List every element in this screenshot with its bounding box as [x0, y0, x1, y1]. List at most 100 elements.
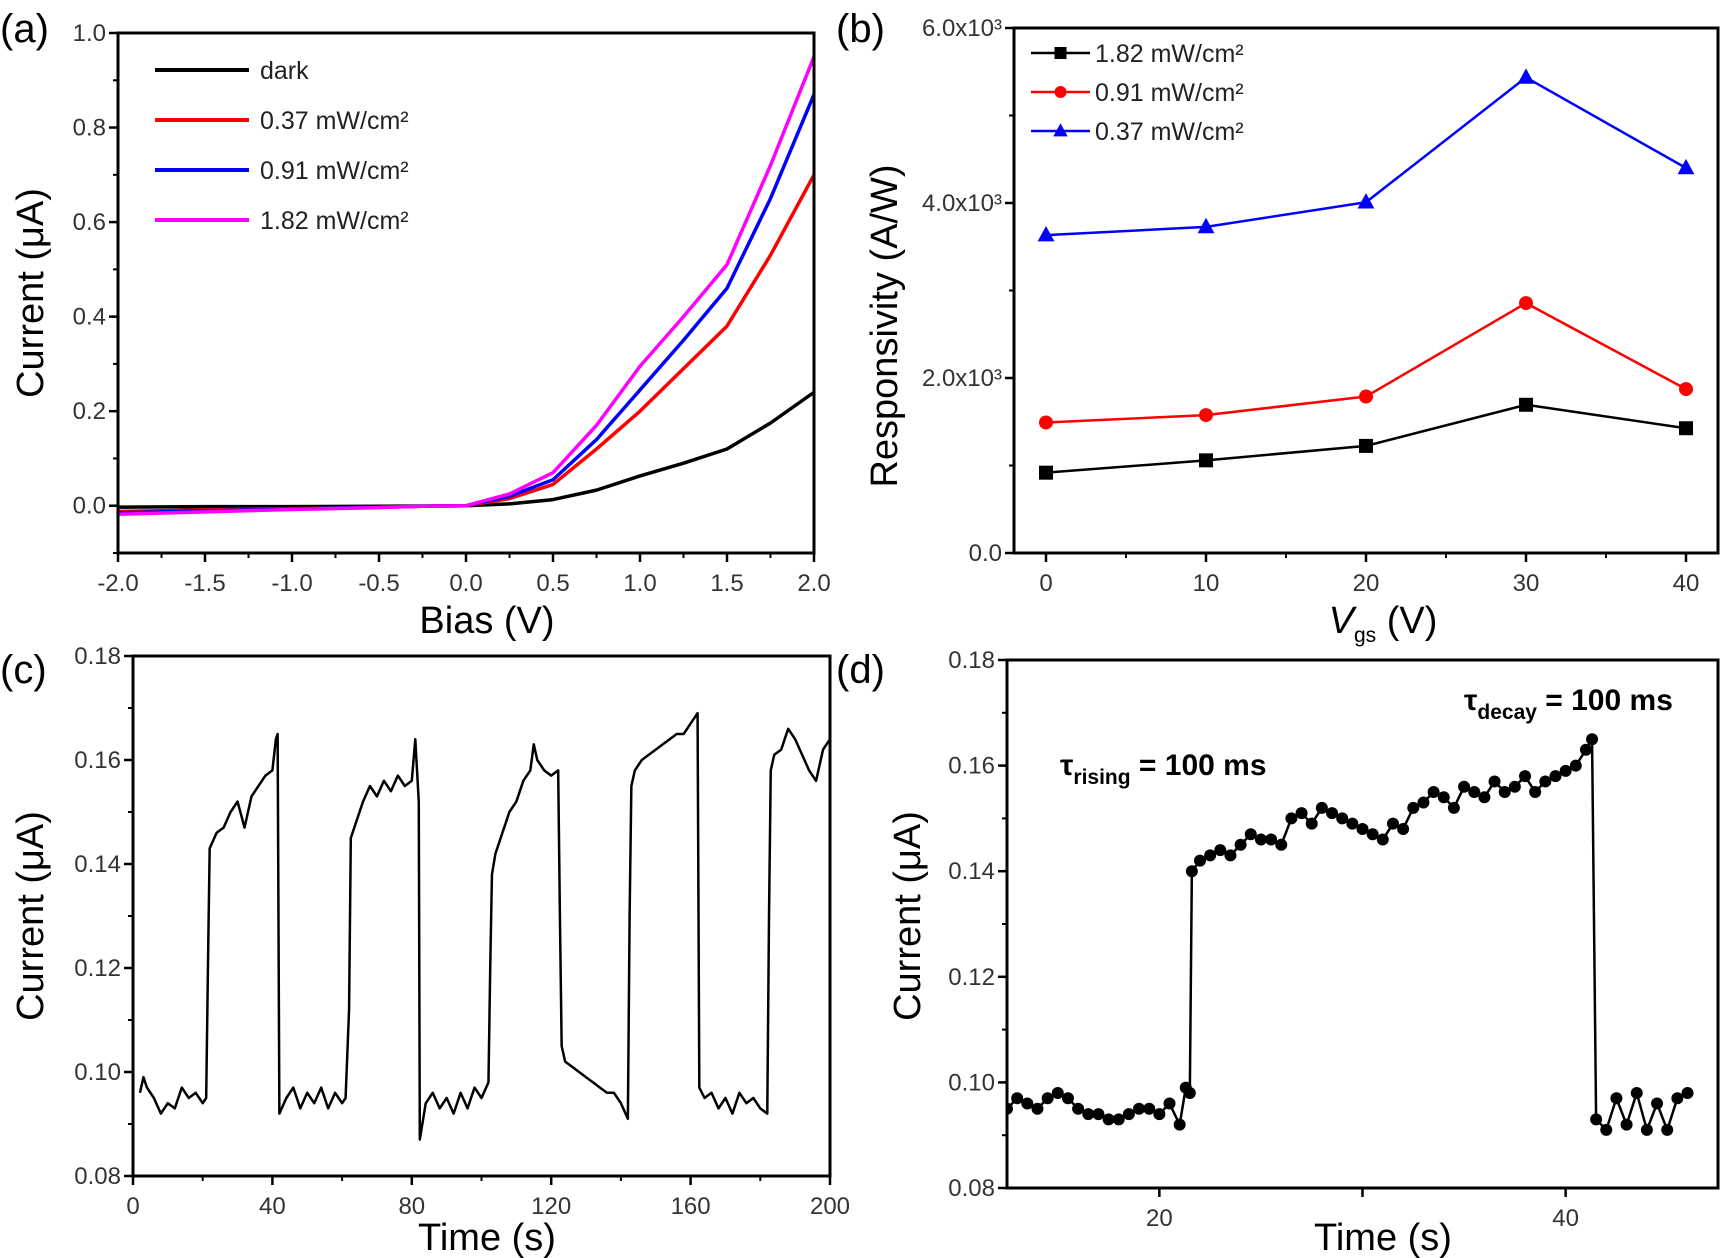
- series-line-2: [118, 173, 814, 514]
- y-tick-label: 0.18: [74, 643, 121, 670]
- panel-label-b: (b): [836, 7, 885, 51]
- data-point: [1224, 849, 1237, 862]
- data-point: [1122, 1108, 1135, 1121]
- x-tick-label: 20: [1353, 570, 1380, 597]
- data-point: [1204, 849, 1217, 862]
- data-point: [1092, 1108, 1105, 1121]
- data-point: [1173, 1118, 1186, 1131]
- y-tick-label: 2.0x10³: [922, 365, 1002, 392]
- x-tick-label: 200: [810, 1193, 850, 1220]
- legend-label: 0.37 mW/cm²: [1095, 118, 1244, 146]
- y-tick-label: 0.8: [73, 115, 106, 142]
- data-point: [1397, 822, 1410, 835]
- y-tick-label: 0.0: [969, 540, 1002, 567]
- data-point: [1559, 764, 1572, 777]
- x-tick-label: 0.5: [536, 570, 569, 597]
- y-axis-title-b: Responsivity (A/W): [864, 164, 906, 487]
- legend-a: dark 0.37 mW/cm² 0.91 mW/cm² 1.82 mW/cm²: [155, 57, 409, 235]
- data-point: [1112, 1113, 1125, 1126]
- trace-line: [1007, 737, 1689, 1132]
- data-point: [1386, 817, 1399, 830]
- data-point: [1586, 733, 1599, 746]
- x-tick-label: -1.0: [271, 570, 312, 597]
- legend-label: 0.37 mW/cm²: [260, 107, 409, 135]
- data-point: [1549, 770, 1562, 783]
- data-point: [1661, 1123, 1674, 1136]
- y-tick-label: 0.12: [74, 955, 121, 982]
- data-point: [1265, 833, 1278, 846]
- panel-label-d: (d): [836, 648, 885, 692]
- data-point: [1519, 770, 1532, 783]
- panel-label-c: (c): [0, 648, 47, 692]
- x-tick-label: 1.5: [710, 570, 743, 597]
- data-point: [1102, 1113, 1115, 1126]
- y-axis-title-c: Current (μA): [10, 811, 52, 1021]
- y-tick-label: 0.08: [74, 1163, 121, 1190]
- series-line-1: [118, 390, 814, 509]
- data-point: [1234, 838, 1247, 851]
- data-point: [1610, 1092, 1623, 1105]
- data-point: [1620, 1118, 1633, 1131]
- data-point: [1021, 1097, 1034, 1110]
- y-tick-label: 0.2: [73, 398, 106, 425]
- data-point: [1447, 801, 1460, 814]
- x-tick-label: 0.0: [449, 570, 482, 597]
- x-tick-label: -2.0: [97, 570, 138, 597]
- x-tick-label: 40: [1673, 570, 1700, 597]
- legend-b: 1.82 mW/cm² 0.91 mW/cm² 0.37 mW/cm²: [1031, 40, 1244, 146]
- data-point: [1539, 775, 1552, 788]
- data-point: [1185, 865, 1198, 878]
- data-point: [1326, 807, 1339, 820]
- data-point: [1082, 1108, 1095, 1121]
- plot-b: 0 10 20 30 40 0.0 2.0x10³ 4.0x10³ 6.0x10³ 1.82 mW…: [922, 15, 1720, 597]
- panel-label-a: (a): [0, 7, 49, 51]
- data-point: [1346, 817, 1359, 830]
- data-point: [1031, 1102, 1044, 1115]
- data-point: [1630, 1086, 1643, 1099]
- data-point: [1458, 780, 1471, 793]
- data-point: [1427, 786, 1440, 798]
- x-tick-label: 0: [126, 1193, 139, 1220]
- x-tick-label: 0: [1039, 570, 1052, 597]
- data-point: [1366, 828, 1379, 841]
- legend-label: 1.82 mW/cm²: [260, 207, 409, 235]
- data-point: [1488, 775, 1501, 788]
- data-point: [1295, 807, 1308, 820]
- data-point: [1671, 1092, 1684, 1105]
- data-point: [1305, 817, 1318, 830]
- data-point: [1072, 1102, 1085, 1115]
- data-point: [1519, 296, 1533, 311]
- plots: -2.0 -1.5 -1.0 -0.5 0.0 0.5 1.0 1.5 2.0 0.0 0.2 0.4…: [73, 15, 1720, 1232]
- y-tick-label: 0.6: [73, 209, 106, 236]
- y-tick-label: 0.16: [74, 747, 121, 774]
- data-point: [1376, 833, 1389, 846]
- data-point: [1214, 844, 1227, 857]
- data-point: [1600, 1123, 1613, 1136]
- data-point: [1197, 217, 1215, 234]
- data-point: [1061, 1092, 1074, 1105]
- plot-a: -2.0 -1.5 -1.0 -0.5 0.0 0.5 1.0 1.5 2.0 0.0 0.2 0.4…: [73, 20, 831, 597]
- data-point: [1579, 743, 1592, 756]
- y-tick-label: 0.10: [948, 1069, 995, 1096]
- x-tick-label: 80: [398, 1193, 425, 1220]
- data-point: [1498, 786, 1511, 798]
- legend-label: 1.82 mW/cm²: [1095, 40, 1244, 68]
- annotation-rising-time: τrising = 100 ms: [1060, 749, 1267, 789]
- trace-line: [138, 711, 830, 1141]
- data-point: [1039, 415, 1053, 430]
- y-axis-title-a: Current (μA): [10, 188, 52, 398]
- data-point: [1529, 786, 1542, 798]
- legend-label: 0.91 mW/cm²: [1095, 79, 1244, 107]
- data-point: [1041, 1092, 1054, 1105]
- plot-area-d: [1007, 733, 1694, 1136]
- data-point: [1199, 408, 1213, 423]
- x-tick-label: 120: [531, 1193, 571, 1220]
- data-point: [1681, 1086, 1694, 1099]
- x-tick-label: 1.0: [623, 570, 656, 597]
- data-point: [1244, 828, 1257, 841]
- series-line-2: [1045, 301, 1687, 424]
- y-tick-label: 0.12: [948, 964, 995, 991]
- data-point: [1143, 1102, 1156, 1115]
- data-point: [1519, 397, 1533, 412]
